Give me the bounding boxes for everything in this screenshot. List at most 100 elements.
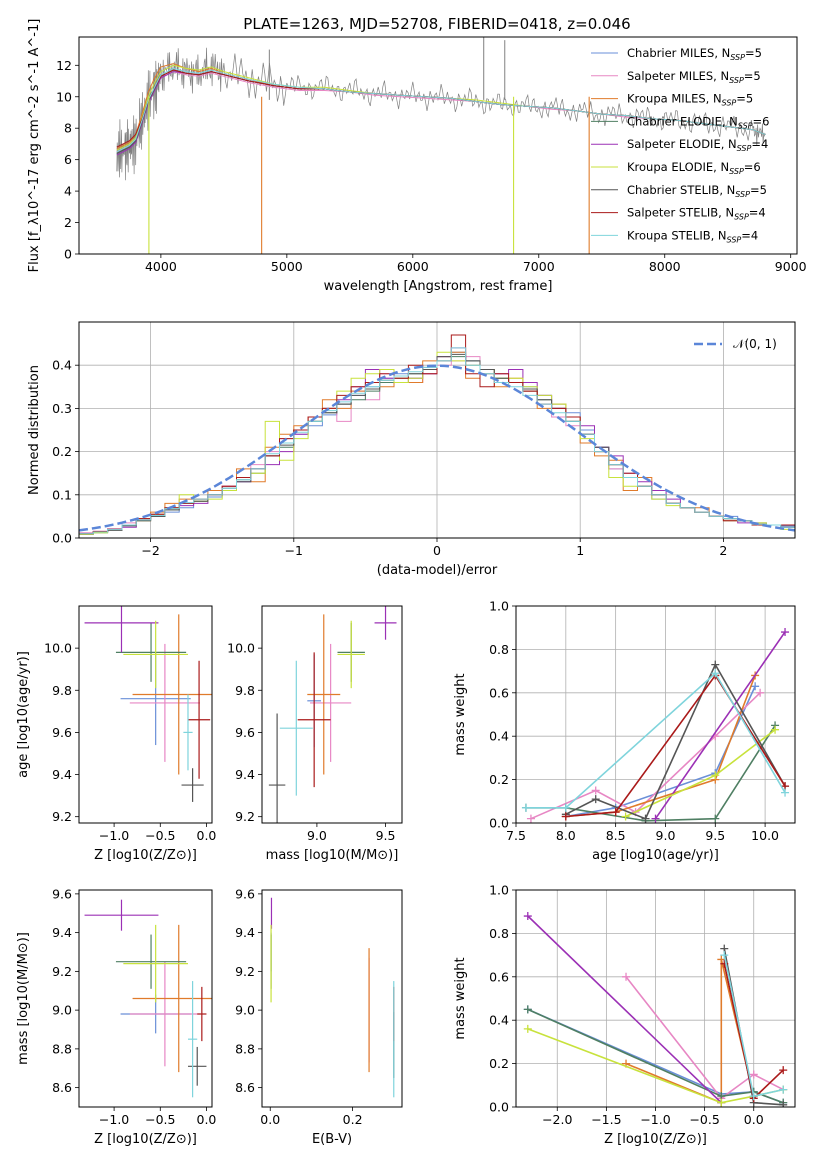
legend-label-name: Kroupa STELIB, N [627, 228, 727, 242]
y-axis-label: mass weight [453, 673, 468, 755]
weight-marker [622, 972, 631, 981]
legend-sub: SSP [735, 190, 750, 199]
plot-area-age_vs_mass [268, 606, 397, 823]
x-axis-label: Z [log10(Z/Z⊙)] [604, 1132, 707, 1147]
y-tick-label: 9.6 [52, 725, 72, 740]
weight-marker [561, 803, 570, 812]
legend-nssp: =5 [736, 92, 753, 106]
legend-sub: SSP [738, 121, 753, 130]
y-tick-label: 0.4 [489, 729, 509, 744]
x-axis-label: wavelength [Angstrom, rest frame] [324, 279, 553, 294]
plot-area-spectrum [116, 37, 766, 254]
weight-marker [651, 814, 660, 823]
x-axis-label: mass [log10(M/M⊙)] [266, 848, 399, 863]
y-tick-label: 0.4 [52, 358, 72, 373]
y-tick-label: 0.2 [52, 444, 72, 459]
y-axis-label: age [log10(age/yr)] [16, 651, 31, 778]
x-axis-label: Z [log10(Z/Z⊙)] [94, 1132, 197, 1147]
y-tick-label: 9.4 [52, 925, 72, 940]
y-tick-label: 0.8 [489, 642, 509, 657]
x-tick-label: 0.2 [343, 1112, 363, 1127]
y-tick-label: 6 [64, 152, 72, 167]
y-tick-label: 9.4 [235, 925, 255, 940]
x-tick-label: 9.0 [656, 828, 676, 843]
y-tick-label: 0.0 [489, 816, 509, 831]
y-tick-label: 9.8 [235, 683, 255, 698]
weight-marker [621, 812, 630, 821]
y-tick-label: 4 [64, 184, 72, 199]
y-tick-label: 9.2 [235, 809, 255, 824]
y-tick-label: 9.4 [52, 767, 72, 782]
y-tick-label: 0.2 [489, 772, 509, 787]
legend-label-name: Salpeter STELIB, N [627, 206, 734, 220]
weight-marker [781, 788, 790, 797]
x-tick-label: 9.0 [307, 828, 327, 843]
axes-age_vs_z: −1.0 −0.5 0.0 9.2 9.4 9.6 9.8 10.0 Z [log10(Z/Z⊙… [16, 605, 216, 863]
legend-nssp: =6 [753, 114, 770, 128]
axes-frame [78, 36, 798, 255]
y-tick-label: 0.0 [489, 1100, 509, 1115]
plot-area-residuals [79, 334, 795, 538]
legend-label: Chabrier STELIB, NSSP=5 [627, 183, 767, 199]
y-tick-label: 9.4 [235, 767, 255, 782]
x-tick-label: 0 [433, 543, 441, 558]
x-tick-label: −0.5 [145, 828, 175, 843]
weight-marker [711, 771, 720, 780]
legend-label: Salpeter ELODIE, NSSP=4 [627, 137, 768, 153]
legend-label: Chabrier MILES, NSSP=5 [627, 46, 762, 62]
x-tick-label: 7000 [523, 259, 555, 274]
y-tick-label: 9.2 [235, 964, 255, 979]
weight-marker [771, 725, 780, 734]
axes-frame [78, 605, 213, 824]
y-tick-label: 10 [56, 89, 72, 104]
legend-sub: SSP [729, 76, 744, 85]
axes-mass_vs_z: −1.0 −0.5 0.0 8.6 8.8 9.0 9.2 9.4 9.6 Z [log10(Z/… [16, 886, 217, 1147]
weight-marker [720, 951, 729, 960]
y-tick-label: 0.2 [489, 1056, 509, 1071]
weight-marker [591, 786, 600, 795]
axes-mass_vs_ebv: 0.0 0.2 8.6 8.8 9.0 9.2 9.4 9.6 E(B-V) [235, 886, 403, 1147]
y-tick-label: 8.6 [52, 1080, 72, 1095]
x-axis-label: age [log10(age/yr)] [592, 848, 719, 863]
y-tick-label: 1.0 [489, 599, 509, 614]
weight-marker [523, 1005, 532, 1014]
x-tick-label: 9.5 [376, 828, 396, 843]
x-tick-label: 4000 [145, 259, 177, 274]
legend-sub: SSP [727, 235, 742, 244]
weight-marker [611, 808, 620, 817]
legend-label: Salpeter STELIB, NSSP=4 [627, 206, 766, 222]
legend-label-name: Chabrier ELODIE, N [627, 114, 738, 128]
weight-line-3 [527, 1008, 784, 1104]
y-axis-label: mass weight [453, 957, 468, 1039]
weight-marker [779, 1100, 788, 1107]
x-tick-label: 7.5 [506, 828, 526, 843]
y-tick-label: 9.8 [52, 683, 72, 698]
axes-spectrum: 4000 5000 6000 7000 8000 9000 0 2 4 6 8 10 12 wavelen… [27, 19, 807, 294]
y-axis-label: Normed distribution [27, 365, 42, 495]
legend-label-name: Chabrier STELIB, N [627, 183, 735, 197]
x-tick-label: 0.0 [260, 1112, 280, 1127]
x-tick-label: 6000 [397, 259, 429, 274]
histogram-8 [79, 347, 795, 538]
x-tick-label: −0.5 [689, 1112, 719, 1127]
x-axis-label: (data-model)/error [377, 563, 498, 578]
weight-marker [523, 1024, 532, 1033]
weight-marker [711, 660, 720, 669]
axes-frame [261, 605, 403, 824]
weight-marker [521, 803, 530, 812]
weight-marker [720, 959, 729, 968]
x-tick-label: −1.0 [640, 1112, 670, 1127]
legend-nssp: =4 [751, 137, 768, 151]
y-tick-label: 8.8 [52, 1041, 72, 1056]
y-tick-label: 0.6 [489, 685, 509, 700]
y-tick-label: 10.0 [227, 641, 255, 656]
y-tick-label: 0.8 [489, 926, 509, 941]
x-tick-label: −1.5 [591, 1112, 621, 1127]
x-tick-label: 0.0 [197, 1112, 217, 1127]
x-tick-label: 8000 [649, 259, 681, 274]
plot-area-mass_vs_ebv [270, 897, 395, 1098]
legend-label-gaussian: 𝒩(0, 1) [733, 337, 777, 351]
weight-marker [523, 912, 532, 921]
y-tick-label: 0.6 [489, 969, 509, 984]
y-tick-label: 0.0 [52, 531, 72, 546]
